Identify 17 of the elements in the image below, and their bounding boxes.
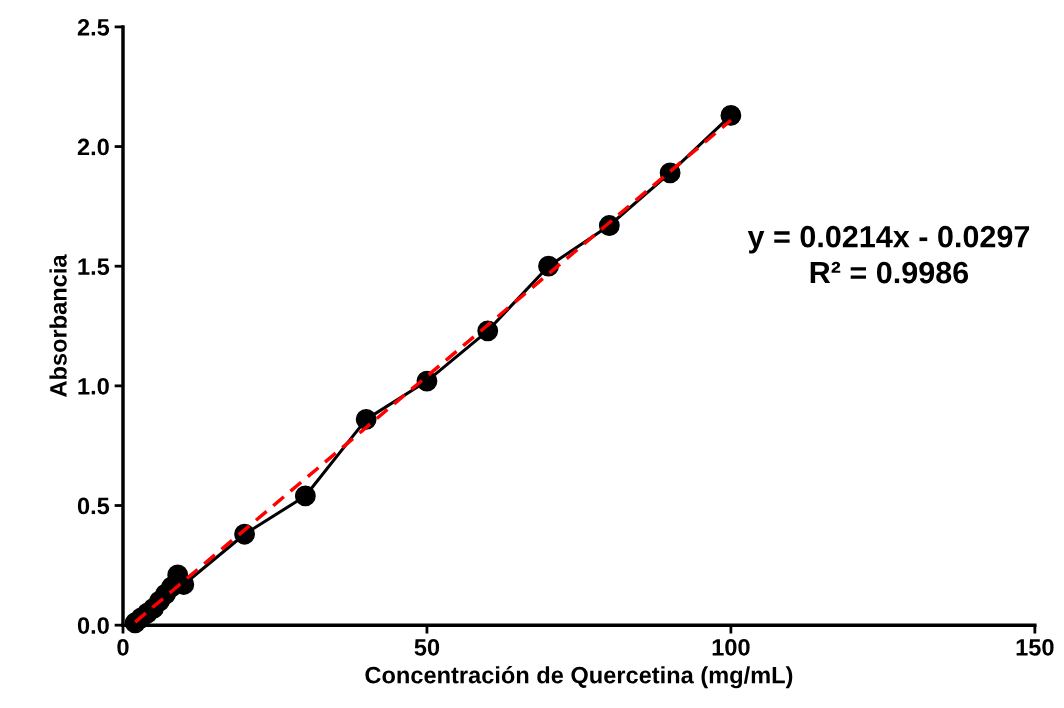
y-tick-label: 0.0 — [77, 617, 109, 634]
x-tick-label: 50 — [414, 638, 440, 656]
point — [355, 408, 377, 430]
annotation: y = 0.0214x - 0.0297 — [747, 225, 1030, 254]
x-axis-title: Concentración de Quercetina (mg/mL) — [365, 665, 793, 689]
point — [720, 105, 742, 126]
annotation: R² = 0.9986 — [810, 261, 969, 284]
y-tick-label: 1.5 — [78, 258, 110, 275]
y-axis-title: Absorbancia — [49, 254, 67, 397]
x-tick-label: 150 — [1016, 638, 1054, 656]
x-tick-label: 100 — [712, 638, 750, 656]
y-tick-label: 2.5 — [77, 18, 110, 36]
point — [294, 485, 316, 507]
x-tick-label: 0 — [117, 638, 129, 656]
y-tick-label: 2.0 — [77, 138, 109, 156]
y-tick-label: 0.5 — [77, 497, 110, 515]
y-tick-label: 1.0 — [78, 377, 109, 395]
